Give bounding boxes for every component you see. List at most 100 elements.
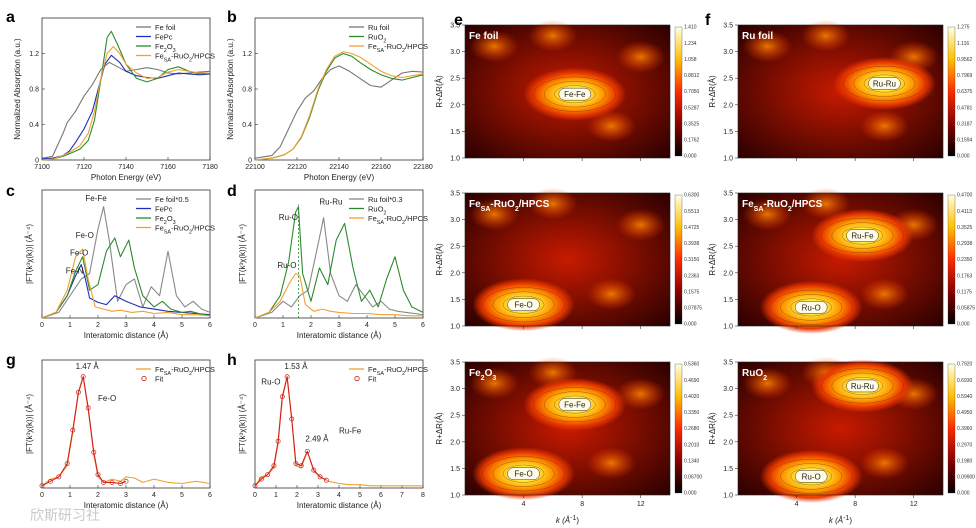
wy-tick-label-f3-2: 2.0 xyxy=(723,439,733,446)
wy-tick-label-f3-1: 1.5 xyxy=(723,466,733,473)
wy-tick-label-e3-4: 3.0 xyxy=(450,386,460,393)
heat-blob-f2-1 xyxy=(859,278,910,311)
colorbar-f2 xyxy=(947,194,956,325)
legend-part-a-1-0: FePc xyxy=(155,33,173,42)
colorbar-label-e1-4: 0.7050 xyxy=(684,89,700,95)
colorbar-label-e2-4: 0.3150 xyxy=(684,257,700,263)
x-tick-label-h-0: 0 xyxy=(253,492,257,499)
fit-point-h-3 xyxy=(271,463,277,469)
legend-label-a-3: FeSA-RuO2/HPCS xyxy=(155,52,215,64)
wy-tick-label-e2-5: 3.5 xyxy=(450,191,460,198)
series-line-c-2 xyxy=(41,237,211,319)
wy-tick-label-e2-1: 1.5 xyxy=(450,297,460,304)
x-tick-label-c-0: 0 xyxy=(40,322,44,329)
legend-part-d-2-4: /HPCS xyxy=(405,214,428,223)
y-tick-label-b-2: 0.8 xyxy=(242,87,252,94)
peak-label-bg-f2-1 xyxy=(846,229,879,242)
colorbar-label-e2-8: 0.000 xyxy=(684,322,697,328)
panel-label-c: c xyxy=(6,183,15,200)
wavelet-f2: Ru-O Ru-Fe FeSA-RuO2/HPCS 1.0 1.5 2.0 2.5 3.0 3.… xyxy=(708,187,975,334)
wx-axis-close-e3: ) xyxy=(576,516,579,525)
wy-tick-label-e3-3: 2.5 xyxy=(450,413,460,420)
annotation-h-1: Ru-O xyxy=(261,377,280,386)
colorbar-e3 xyxy=(674,363,683,494)
legend-label-h-1: Fit xyxy=(368,375,377,384)
x-axis-label-b: Photon Energy (eV) xyxy=(304,173,375,182)
fit-point-g-5 xyxy=(75,389,81,395)
legend-part-h-1-0: Fit xyxy=(368,375,377,384)
legend-part-a-3-4: /HPCS xyxy=(192,52,215,61)
wy-axis-label-e2: R+ΔR(Å) xyxy=(435,243,444,276)
y-tick-label-b-3: 1.2 xyxy=(242,51,252,58)
wx-axis-label-e3: k (Å-1) xyxy=(556,515,579,526)
peak-label-e2-0: Fe-O xyxy=(514,301,532,310)
legend-label-a-1: FePc xyxy=(155,33,173,42)
peak-label-bg-e2-0 xyxy=(507,298,540,311)
fit-point-g-7 xyxy=(85,405,91,411)
colorbar-label-f2-2: 0.3525 xyxy=(957,225,973,231)
annotation-h-0: 1.53 Å xyxy=(284,362,308,371)
legend-label-h-0: FeSA-RuO2/HPCS xyxy=(368,365,428,377)
colorbar-label-f2-1: 0.4113 xyxy=(957,209,972,215)
legend-part-d-2-0: Fe xyxy=(368,214,377,223)
annotation-c-1: Fe-O xyxy=(76,231,94,240)
contour-f1-0-0 xyxy=(843,65,926,102)
heatmap-title-sub2-e2: 2 xyxy=(515,206,519,213)
contour-f2-0-0 xyxy=(769,289,853,325)
annotation-d-0: Ru-Ru xyxy=(319,197,342,206)
colorbar-label-f3-6: 0.1980 xyxy=(957,458,973,464)
legend-part-c-2-0: Fe xyxy=(155,214,164,223)
contour-e3-1-2 xyxy=(554,395,596,414)
fit-point-h-6 xyxy=(284,374,290,380)
fit-point-g-3 xyxy=(64,461,70,466)
legend-part-a-2-0: Fe xyxy=(155,42,164,51)
colorbar-label-e1-7: 0.1762 xyxy=(684,138,700,144)
x-tick-label-b-1: 22120 xyxy=(287,164,307,171)
series-line-g-0 xyxy=(41,376,211,487)
colorbar-label-f2-7: 0.05875 xyxy=(957,306,975,312)
contour-e3-0-1 xyxy=(492,460,555,487)
legend-part-d-0-0: Ru foil*0.3 xyxy=(368,195,403,204)
legend-sub-c-3-3: 2 xyxy=(189,230,192,236)
peak-label-bg-e3-1 xyxy=(558,398,592,411)
wy-tick-label-f2-5: 3.5 xyxy=(723,191,733,198)
wx-tick-label-e3-1: 8 xyxy=(580,501,584,508)
colorbar-label-e1-0: 1.410 xyxy=(684,25,697,31)
series-line-a-3 xyxy=(41,45,210,161)
fit-point-h-4 xyxy=(275,438,281,444)
fit-point-h-12 xyxy=(317,474,323,480)
colorbar-label-f3-0: 0.7920 xyxy=(957,362,973,368)
legend-part-c-1-0: FePc xyxy=(155,205,173,214)
peak-label-f2-1: Ru-Fe xyxy=(851,232,874,241)
x-tick-label-g-0: 0 xyxy=(40,492,44,499)
colorbar-label-f2-8: 0.000 xyxy=(957,322,970,328)
legend-sub-g-0-3: 2 xyxy=(189,371,192,377)
fit-point-h-11 xyxy=(311,467,317,473)
peak-label-f3-0: Ru-O xyxy=(802,472,821,481)
heatmap-title-main-f1: Ru foil xyxy=(742,31,773,42)
legend-part-d-1-0: RuO xyxy=(368,205,384,214)
legend-label-c-3: FeSA-RuO2/HPCS xyxy=(155,224,215,236)
x-tick-label-h-2: 2 xyxy=(295,492,299,499)
wy-tick-label-f3-5: 3.5 xyxy=(723,360,733,367)
wy-tick-label-e3-0: 1.0 xyxy=(450,493,460,500)
x-tick-label-c-3: 3 xyxy=(124,322,128,329)
heat-blob-e2-3 xyxy=(528,187,578,220)
legend-sub-h-0-3: 2 xyxy=(402,371,405,377)
colorbar-label-f3-1: 0.6930 xyxy=(957,378,973,384)
wavelet-f3: Ru-O Ru-Ru RuO2 1.0 1.5 2.0 2.5 3.0 3.5 4 8 12 R+ΔR(… xyxy=(708,356,975,508)
legend-label-a-0: Fe foil xyxy=(155,23,176,32)
series-line-c-1 xyxy=(41,264,211,319)
wy-tick-label-f1-5: 3.5 xyxy=(723,23,733,30)
fit-point-g-13 xyxy=(123,478,129,484)
wx-tick-label-f3-0: 4 xyxy=(795,501,799,508)
colorbar-label-e1-5: 0.5287 xyxy=(684,105,700,111)
heat-blob-f2-3 xyxy=(801,187,851,220)
wy-tick-label-f2-3: 2.5 xyxy=(723,244,733,251)
annotation-g-0: 1.47 Å xyxy=(76,362,100,371)
y-tick-label-b-0: 0 xyxy=(248,158,252,165)
heat-blob-e2-0 xyxy=(469,198,519,231)
legend-part-c-2-2: O xyxy=(167,214,173,223)
